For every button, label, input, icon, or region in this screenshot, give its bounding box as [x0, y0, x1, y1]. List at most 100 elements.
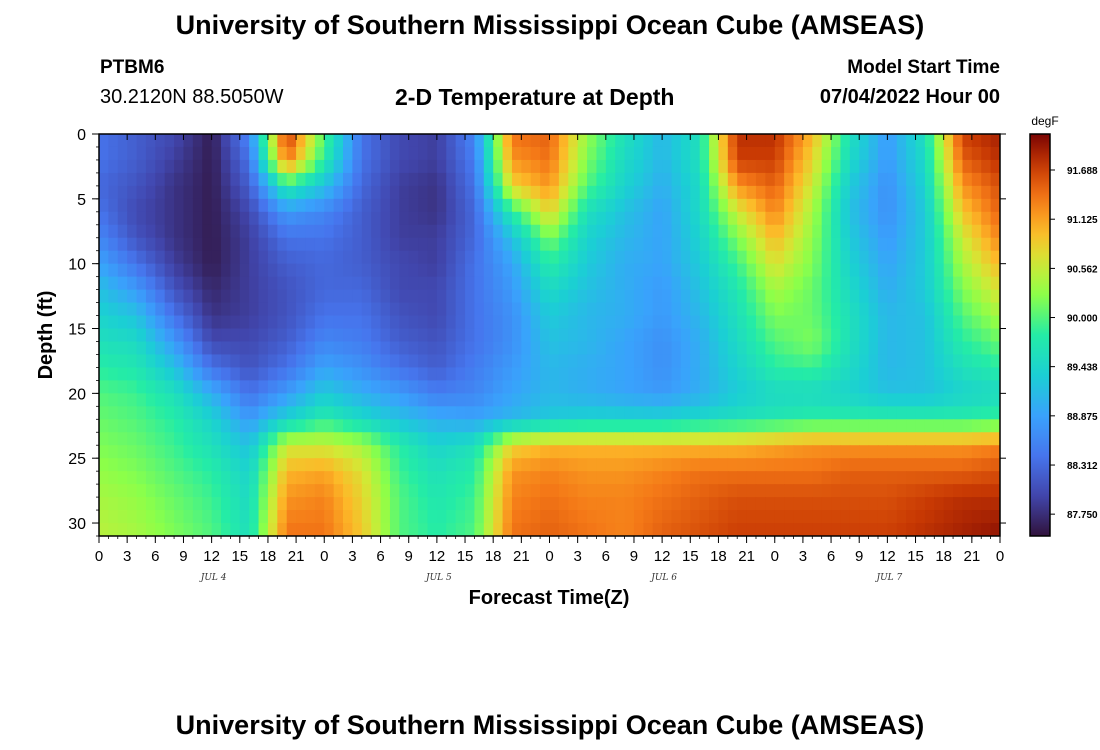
heatmap-cell [483, 134, 494, 148]
heatmap-cell [343, 146, 354, 161]
heatmap-cell [953, 146, 964, 161]
heatmap-cell [990, 341, 1000, 356]
heatmap-cell [389, 237, 400, 252]
heatmap-cell [164, 380, 175, 394]
heatmap-cell [971, 471, 982, 485]
heatmap-cell [418, 458, 429, 472]
heatmap-cell [568, 393, 579, 407]
heatmap-cell [202, 445, 213, 459]
heatmap-cell [971, 224, 982, 239]
heatmap-cell [380, 185, 391, 200]
heatmap-cell [915, 484, 926, 498]
heatmap-cell [577, 510, 588, 524]
heatmap-cell [990, 172, 1000, 187]
heatmap-cell [558, 237, 569, 252]
heatmap-cell [314, 406, 325, 420]
heatmap-cell [155, 276, 166, 291]
heatmap-cell [953, 354, 964, 369]
heatmap-cell [314, 419, 325, 433]
heatmap-cell [211, 458, 222, 472]
heatmap-cell [183, 406, 194, 420]
heatmap-cell [774, 328, 785, 343]
heatmap-cell [192, 380, 203, 394]
heatmap-cell [530, 406, 541, 420]
heatmap-cell [305, 458, 316, 472]
heatmap-cell [530, 393, 541, 407]
heatmap-cell [343, 432, 354, 446]
heatmap-cell [436, 432, 447, 446]
heatmap-cell [521, 134, 532, 148]
heatmap-cell [765, 263, 776, 278]
heatmap-cell [117, 458, 128, 472]
colorbar-tick-label: 88.312 [1067, 461, 1098, 472]
heatmap-cell [746, 315, 757, 330]
heatmap-cell [305, 380, 316, 394]
heatmap-cell [502, 419, 513, 433]
heatmap-cell [183, 510, 194, 524]
heatmap-cell [568, 211, 579, 226]
heatmap-cell [99, 185, 109, 200]
heatmap-cell [596, 445, 607, 459]
heatmap-cell [990, 302, 1000, 317]
heatmap-cell [427, 367, 438, 381]
heatmap-cell [427, 250, 438, 265]
heatmap-cell [915, 224, 926, 239]
heatmap-cell [971, 302, 982, 317]
heatmap-cell [671, 250, 682, 265]
heatmap-cell [727, 237, 738, 252]
heatmap-cell [624, 354, 635, 369]
heatmap-cell [483, 159, 494, 174]
heatmap-cell [718, 159, 729, 174]
heatmap-cell [399, 367, 410, 381]
heatmap-cell [352, 484, 363, 498]
heatmap-cell [164, 341, 175, 356]
heatmap-cell [540, 341, 551, 356]
heatmap-cell [699, 211, 710, 226]
heatmap-cell [793, 263, 804, 278]
heatmap-cell [277, 523, 288, 536]
heatmap-cell [802, 341, 813, 356]
heatmap-cell [643, 510, 654, 524]
heatmap-cell [962, 445, 973, 459]
heatmap-cell [587, 198, 598, 213]
heatmap-cell [934, 172, 945, 187]
heatmap-cell [981, 224, 992, 239]
heatmap-cell [258, 237, 269, 252]
heatmap-cell [361, 419, 372, 433]
heatmap-cell [446, 497, 457, 511]
heatmap-cell [671, 289, 682, 304]
heatmap-cell [258, 263, 269, 278]
heatmap-cell [652, 419, 663, 433]
heatmap-cell [934, 393, 945, 407]
heatmap-cell [577, 328, 588, 343]
heatmap-cell [859, 510, 870, 524]
heatmap-cell [953, 211, 964, 226]
heatmap-cell [258, 328, 269, 343]
heatmap-cell [521, 471, 532, 485]
heatmap-cell [849, 510, 860, 524]
heatmap-cell [615, 211, 626, 226]
heatmap-cell [981, 146, 992, 161]
heatmap-cell [840, 484, 851, 498]
heatmap-cell [117, 289, 128, 304]
heatmap-cell [896, 484, 907, 498]
heatmap-cell [155, 172, 166, 187]
heatmap-cell [558, 367, 569, 381]
heatmap-cell [211, 185, 222, 200]
heatmap-cell [521, 146, 532, 161]
heatmap-cell [371, 497, 382, 511]
heatmap-cell [699, 289, 710, 304]
heatmap-cell [540, 172, 551, 187]
heatmap-cell [981, 445, 992, 459]
heatmap-cell [221, 172, 231, 187]
heatmap-cell [267, 497, 278, 511]
heatmap-cell [906, 406, 917, 420]
heatmap-cell [887, 185, 898, 200]
heatmap-cell [314, 224, 325, 239]
heatmap-cell [230, 471, 241, 485]
heatmap-cell [239, 276, 250, 291]
heatmap-cell [812, 393, 823, 407]
heatmap-cell [455, 315, 466, 330]
heatmap-cell [896, 445, 907, 459]
heatmap-cell [943, 354, 954, 369]
